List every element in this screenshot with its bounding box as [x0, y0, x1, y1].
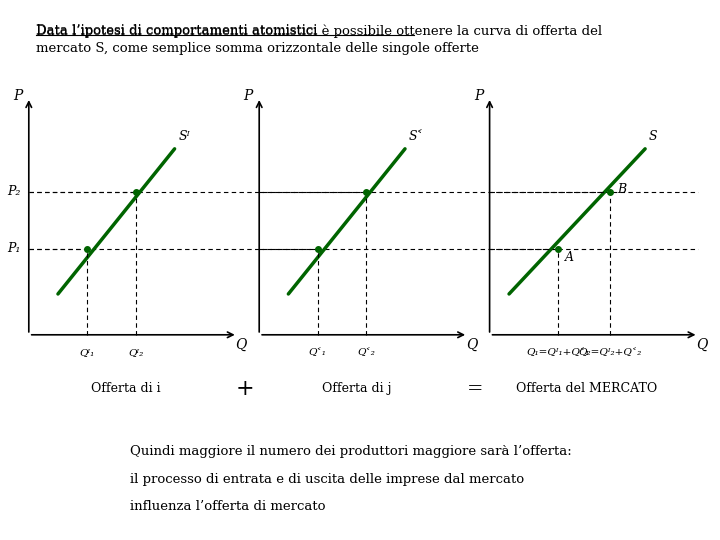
Text: P: P: [243, 89, 253, 103]
Text: =: =: [467, 380, 483, 398]
Text: Offerta di j: Offerta di j: [322, 382, 391, 395]
Text: Qᴵ₁: Qᴵ₁: [79, 348, 95, 357]
Text: Q: Q: [696, 338, 708, 352]
Text: Q: Q: [466, 338, 477, 352]
Text: Offerta del MERCATO: Offerta del MERCATO: [516, 382, 657, 395]
Text: Data l’ipotesi di comportamenti atomistici: Data l’ipotesi di comportamenti atomisti…: [36, 24, 318, 37]
Text: S˂: S˂: [409, 131, 423, 144]
Text: Q˂₁: Q˂₁: [309, 348, 326, 357]
Text: Offerta di i: Offerta di i: [91, 382, 161, 395]
Text: Sᴵ: Sᴵ: [179, 131, 190, 144]
Text: Quindi maggiore il numero dei produttori maggiore sarà l’offerta:: Quindi maggiore il numero dei produttori…: [130, 446, 572, 458]
Text: P₂: P₂: [6, 185, 20, 198]
Text: Qᴵ₂: Qᴵ₂: [128, 348, 143, 357]
Text: B: B: [617, 183, 626, 195]
Text: Data l’ipotesi di comportamenti atomistici è possibile ottenere la curva di offe: Data l’ipotesi di comportamenti atomisti…: [36, 24, 602, 38]
Text: P: P: [13, 89, 23, 103]
Text: il processo di entrata e di uscita delle imprese dal mercato: il processo di entrata e di uscita delle…: [130, 472, 523, 485]
Text: +: +: [235, 378, 254, 400]
Text: S: S: [649, 131, 657, 144]
Text: mercato S, come semplice somma orizzontale delle singole offerte: mercato S, come semplice somma orizzonta…: [36, 42, 479, 55]
Text: Q₁=Qᴵ₁+Q˂₁: Q₁=Qᴵ₁+Q˂₁: [526, 348, 589, 357]
Text: A: A: [565, 251, 574, 264]
Text: P: P: [474, 89, 484, 103]
Text: influenza l’offerta di mercato: influenza l’offerta di mercato: [130, 500, 325, 512]
Text: P₁: P₁: [6, 242, 20, 255]
Text: Q₂=Qᴵ₂+Q˂₂: Q₂=Qᴵ₂+Q˂₂: [578, 348, 642, 357]
Text: Q˂₂: Q˂₂: [357, 348, 375, 357]
Text: Q: Q: [235, 338, 247, 352]
